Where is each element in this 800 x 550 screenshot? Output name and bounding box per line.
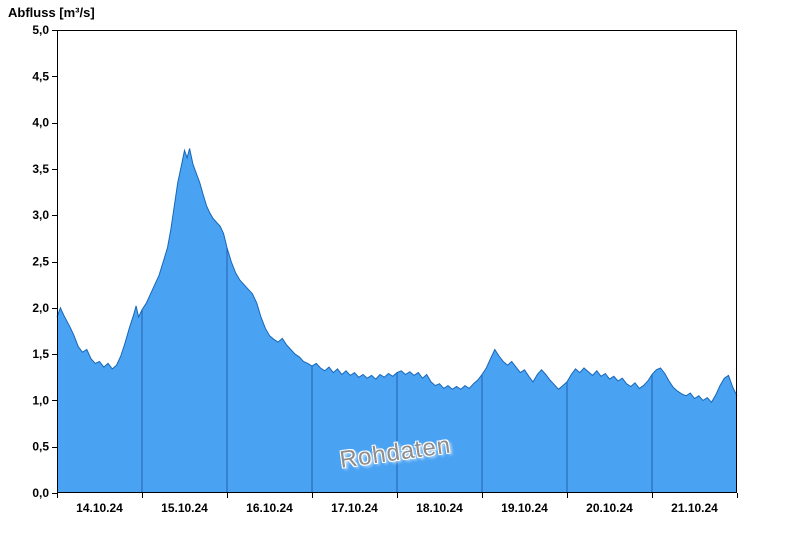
discharge-line [56, 148, 738, 404]
y-tick-label: 2,5 [32, 255, 49, 269]
y-tick-label: 0,0 [32, 486, 49, 500]
x-tick-label: 18.10.24 [416, 501, 463, 515]
y-tick-label: 4,5 [32, 69, 49, 83]
x-tick-label: 17.10.24 [331, 501, 378, 515]
y-tick-label: 3,0 [32, 208, 49, 222]
y-tick-label: 1,0 [32, 393, 49, 407]
x-tick-label: 20.10.24 [586, 501, 633, 515]
y-tick-label: 2,0 [32, 301, 49, 315]
y-tick-label: 3,5 [32, 162, 49, 176]
page-title: Abfluss [m³/s] [8, 5, 95, 20]
x-tick-label: 19.10.24 [501, 501, 548, 515]
y-tick-label: 5,0 [32, 23, 49, 37]
x-tick-label: 21.10.24 [671, 501, 718, 515]
x-tick-label: 16.10.24 [246, 501, 293, 515]
y-axis: 5,0 4,5 4,0 3,5 3,0 2,5 2,0 1,5 1,0 0,5 0,0 [32, 23, 57, 500]
x-axis: 14.10.24 15.10.24 16.10.24 17.10.24 18.10.24… [57, 493, 738, 515]
y-tick-label: 1,5 [32, 347, 49, 361]
y-tick-label: 0,5 [32, 440, 49, 454]
y-tick-label: 4,0 [32, 116, 49, 130]
plot-frame [57, 30, 737, 493]
x-tick-label: 14.10.24 [76, 501, 123, 515]
x-tick-label: 15.10.24 [161, 501, 208, 515]
